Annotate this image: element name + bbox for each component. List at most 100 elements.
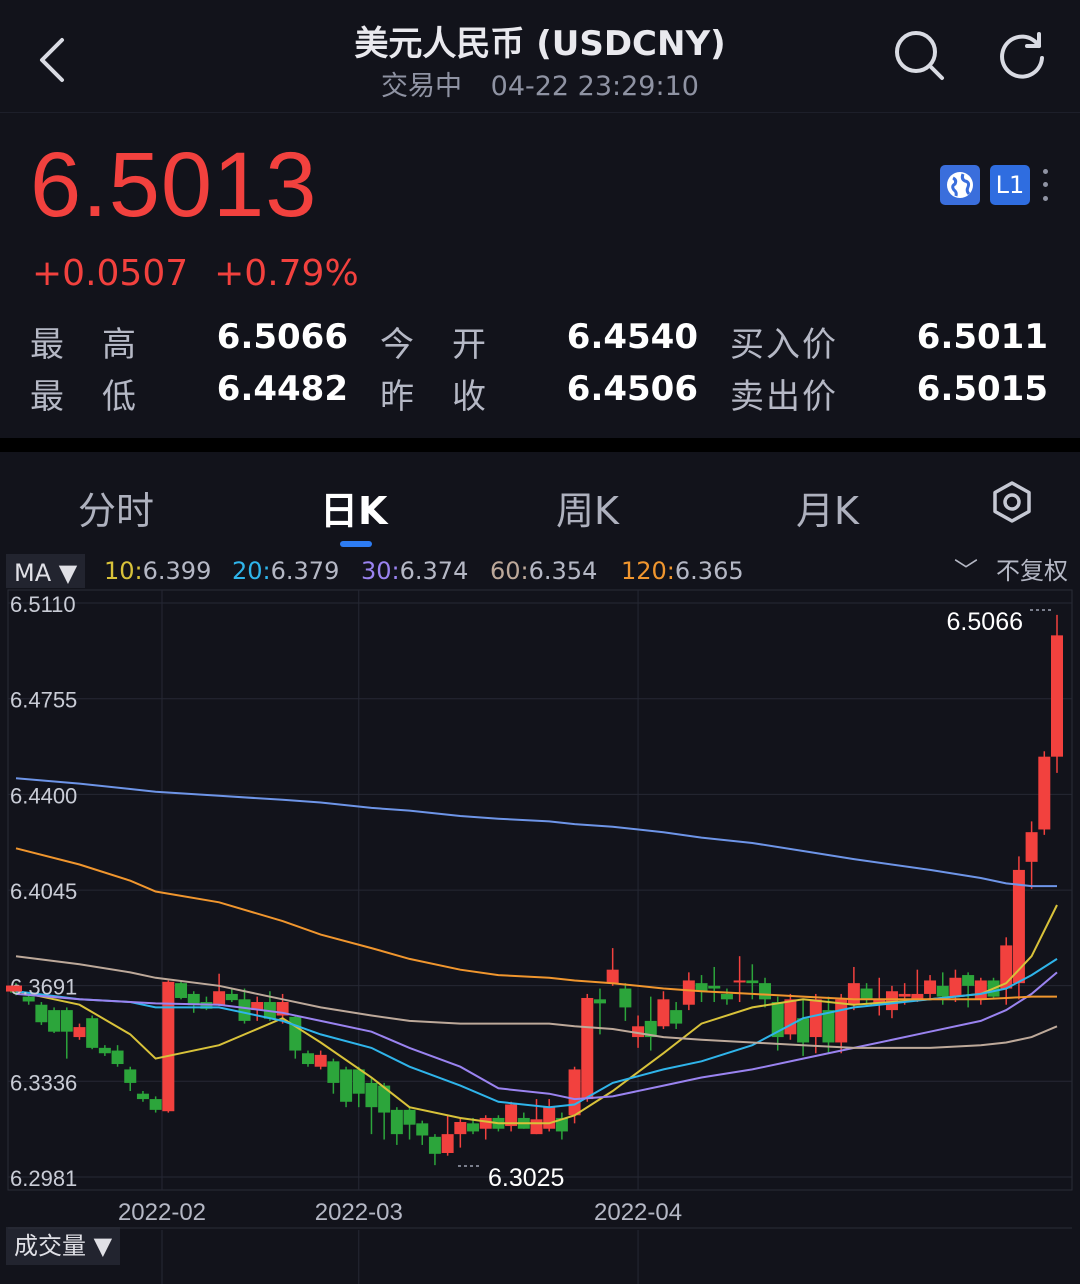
candle-down bbox=[720, 993, 733, 1000]
refresh-button[interactable] bbox=[995, 28, 1051, 84]
candle-up bbox=[251, 1002, 264, 1011]
candle-up bbox=[479, 1117, 492, 1129]
candle-up bbox=[898, 993, 911, 997]
chart-panel: 分时 日K 周K 月K MA ▼ 10:6.399 20:6.379 30:6.… bbox=[0, 452, 1080, 1284]
candle-up bbox=[657, 999, 670, 1027]
search-button[interactable] bbox=[892, 28, 948, 84]
candle-down bbox=[428, 1136, 441, 1154]
ma120-legend: 120:6.365 bbox=[621, 552, 744, 590]
stat-label: 昨 收 bbox=[380, 377, 488, 417]
chevron-down-icon: ﹀ bbox=[954, 557, 978, 585]
x-tick-label: 2022-04 bbox=[594, 1199, 682, 1226]
y-tick-label: 6.3336 bbox=[10, 1070, 77, 1095]
tab-monthly-k[interactable]: 月K bbox=[796, 489, 859, 533]
volume-label: 成交量 bbox=[14, 1232, 86, 1260]
candle-down bbox=[22, 996, 35, 1002]
candle-up bbox=[911, 993, 924, 1000]
candle-down bbox=[619, 988, 632, 1008]
ma-line-ma250 bbox=[15, 777, 1057, 888]
refresh-icon bbox=[1000, 32, 1044, 79]
ma-value: 6.365 bbox=[674, 557, 744, 585]
more-dot-icon bbox=[1042, 182, 1048, 188]
level-badge[interactable]: L1 bbox=[990, 165, 1030, 205]
price-change: +0.0507 +0.79% bbox=[32, 253, 385, 294]
candle-up bbox=[530, 1119, 543, 1135]
change-percent: +0.79% bbox=[214, 253, 359, 294]
candle-up bbox=[1051, 635, 1063, 757]
y-tick-label: 6.4045 bbox=[10, 879, 77, 904]
search-icon bbox=[895, 31, 944, 80]
candle-up bbox=[568, 1069, 581, 1116]
stat-label: 买入价 bbox=[730, 325, 838, 365]
candle-down bbox=[175, 983, 188, 998]
candle-down bbox=[35, 1004, 48, 1023]
ma-label: 60: bbox=[490, 557, 529, 585]
candle-down bbox=[60, 1010, 73, 1032]
candle-down bbox=[771, 1002, 784, 1038]
candle-down bbox=[555, 1117, 568, 1132]
candle-down bbox=[378, 1085, 391, 1113]
candle-down bbox=[593, 999, 606, 1004]
candle-up bbox=[213, 991, 226, 1005]
ma20-legend: 20:6.379 bbox=[232, 552, 339, 590]
candle-up bbox=[1038, 756, 1051, 830]
stat-label: 最 高 bbox=[30, 325, 138, 365]
candle-down bbox=[48, 1010, 61, 1032]
candle-down bbox=[301, 1053, 314, 1065]
chart-settings-button[interactable] bbox=[990, 480, 1034, 524]
x-tick-label: 2022-03 bbox=[315, 1199, 403, 1226]
more-dot-icon bbox=[1042, 169, 1048, 175]
tab-intraday[interactable]: 分时 bbox=[78, 489, 155, 533]
ma-value: 6.379 bbox=[270, 557, 340, 585]
badges: L1 bbox=[940, 165, 1050, 205]
tab-daily-k[interactable]: 日K bbox=[320, 489, 388, 533]
ma-label: 20: bbox=[232, 557, 271, 585]
candle-up bbox=[454, 1121, 467, 1135]
ma-legend-bar: MA ▼ 10:6.399 20:6.379 30:6.374 60:6.354… bbox=[0, 552, 1080, 590]
candle-down bbox=[759, 983, 772, 1000]
page-title: 美元人民币 (USDCNY) bbox=[354, 24, 726, 64]
candle-down bbox=[695, 983, 708, 992]
stats-row: 最 低 6.4482 昨 收 6.4506 卖出价 6.5015 bbox=[0, 369, 1080, 419]
ma-label: 120: bbox=[621, 557, 675, 585]
indicator-selector[interactable]: MA ▼ bbox=[6, 554, 86, 588]
candle-up bbox=[314, 1054, 327, 1067]
ma60-legend: 60:6.354 bbox=[490, 552, 597, 590]
candle-down bbox=[936, 985, 949, 997]
candle-up bbox=[505, 1104, 518, 1127]
app-header: 美元人民币 (USDCNY) 交易中 04-22 23:29:10 bbox=[0, 0, 1080, 112]
candle-down bbox=[327, 1061, 340, 1083]
more-menu[interactable] bbox=[1040, 165, 1050, 205]
candle-up bbox=[581, 997, 594, 1100]
ma-value: 6.399 bbox=[142, 557, 212, 585]
y-tick-label: 6.2981 bbox=[10, 1166, 77, 1191]
volume-selector[interactable]: 成交量 ▼ bbox=[6, 1227, 121, 1265]
candle-up bbox=[784, 999, 797, 1035]
quote-panel: 6.5013 +0.0507 +0.79% L1 最 高 6.5066 今 开 6… bbox=[0, 112, 1080, 439]
ma-label: 10: bbox=[104, 557, 143, 585]
candle-down bbox=[797, 1018, 810, 1043]
globe-badge[interactable] bbox=[940, 165, 980, 205]
chevron-left-icon bbox=[40, 38, 64, 82]
candle-down bbox=[340, 1069, 353, 1102]
candle-down bbox=[644, 1020, 657, 1038]
settings-hexagon-icon bbox=[993, 481, 1031, 523]
adjust-selector[interactable]: ﹀ 不复权 bbox=[954, 552, 1068, 590]
candle-down bbox=[149, 1099, 162, 1110]
candle-down bbox=[86, 1018, 99, 1048]
back-button[interactable] bbox=[30, 30, 80, 90]
y-tick-label: 6.4755 bbox=[10, 688, 77, 713]
ma-label: 30: bbox=[361, 557, 400, 585]
candle-down bbox=[403, 1109, 416, 1125]
tab-weekly-k[interactable]: 周K bbox=[556, 489, 619, 533]
candle-up bbox=[924, 980, 937, 994]
ma-value: 6.354 bbox=[528, 557, 598, 585]
candle-up bbox=[682, 980, 695, 1005]
candle-up bbox=[606, 969, 619, 984]
candle-up bbox=[835, 999, 848, 1043]
candle-down bbox=[962, 975, 975, 986]
candle-up bbox=[949, 977, 962, 997]
high-annotation: 6.5066 bbox=[947, 608, 1023, 636]
candle-down bbox=[670, 1010, 683, 1024]
